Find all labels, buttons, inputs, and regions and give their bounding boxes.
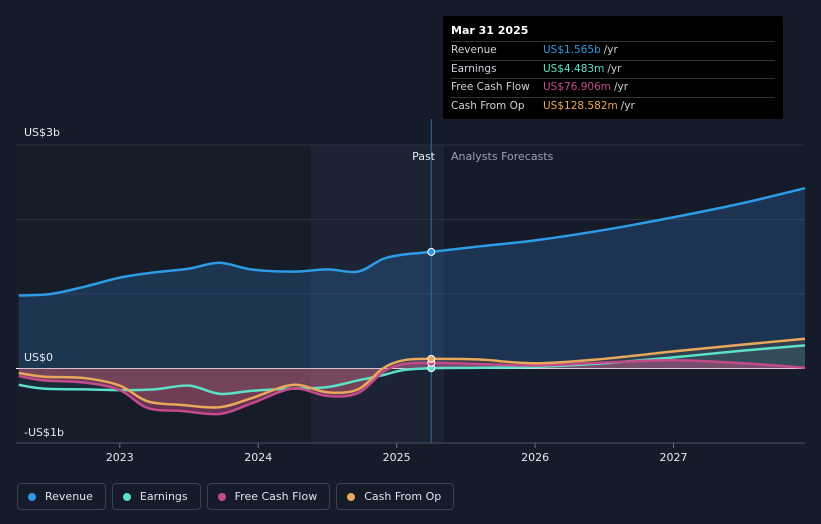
legend-item-free-cash-flow[interactable]: Free Cash Flow	[206, 483, 331, 510]
tooltip-value: US$128.582m	[543, 99, 618, 112]
legend: Revenue Earnings Free Cash Flow Cash Fro…	[17, 483, 455, 510]
area-earnings	[18, 345, 805, 394]
tooltip-row-fcf: Free Cash Flow US$76.906m /yr	[451, 78, 775, 97]
tooltip-row-earnings: Earnings US$4.483m /yr	[451, 59, 775, 79]
y-label-bottom: -US$1b	[24, 426, 64, 439]
x-tick-label: 2027	[660, 451, 688, 464]
area-cash-from-op	[18, 338, 805, 408]
legend-dot-icon	[28, 492, 36, 501]
legend-dot-icon	[122, 492, 131, 501]
x-axis-ticks: 2023 2024 2025 2026 2027	[16, 442, 805, 464]
tooltip-label: Cash From Op	[451, 99, 525, 112]
x-tick-label: 2026	[521, 451, 549, 464]
tooltip-label: Free Cash Flow	[451, 81, 530, 93]
tooltip-value: US$1.565b	[543, 44, 601, 56]
line-revenue	[18, 186, 806, 297]
tooltip-label: Earnings	[451, 62, 497, 75]
highlight-dots	[427, 247, 436, 373]
y-label-top: US$3b	[24, 126, 60, 139]
tooltip-value: US$76.906m	[543, 81, 611, 93]
tooltip-date: Mar 31 2025	[451, 24, 529, 37]
series-lines	[18, 186, 806, 416]
line-free-cash-flow	[18, 359, 806, 416]
y-label-zero: US$0	[24, 351, 53, 364]
legend-label: Revenue	[45, 490, 93, 503]
legend-label: Earnings	[139, 490, 188, 503]
tooltip-unit: /yr	[603, 44, 618, 56]
point-cash-from-op	[427, 354, 436, 363]
tooltip-unit: /yr	[607, 62, 622, 75]
tooltip-unit: /yr	[614, 81, 629, 93]
tooltip-unit: /yr	[620, 99, 635, 112]
legend-item-revenue[interactable]: Revenue	[17, 483, 106, 510]
tooltip-label: Revenue	[451, 44, 497, 56]
tooltip-row-cfo: Cash From Op US$128.582m /yr	[451, 96, 775, 116]
series-areas	[18, 188, 805, 415]
point-revenue	[427, 247, 436, 256]
x-tick-label: 2024	[244, 451, 272, 464]
x-tick-label: 2025	[383, 451, 411, 464]
legend-item-earnings[interactable]: Earnings	[111, 483, 201, 510]
legend-label: Cash From Op	[364, 490, 442, 503]
tooltip-row-revenue: Revenue US$1.565b /yr	[451, 41, 775, 60]
tooltip-value: US$4.483m	[543, 62, 605, 75]
area-free-cash-flow	[18, 360, 805, 415]
forecast-label: Analysts Forecasts	[451, 150, 554, 163]
x-tick-label: 2023	[106, 451, 134, 464]
line-cash-from-op	[18, 337, 806, 409]
area-revenue	[18, 188, 805, 369]
legend-dot-icon	[217, 492, 226, 501]
tooltip: Mar 31 2025 Revenue US$1.565b /yr Earnin…	[443, 16, 783, 119]
past-label: Past	[412, 150, 436, 163]
legend-item-cash-from-op[interactable]: Cash From Op	[336, 483, 455, 510]
legend-dot-icon	[347, 492, 356, 501]
legend-label: Free Cash Flow	[234, 490, 318, 503]
